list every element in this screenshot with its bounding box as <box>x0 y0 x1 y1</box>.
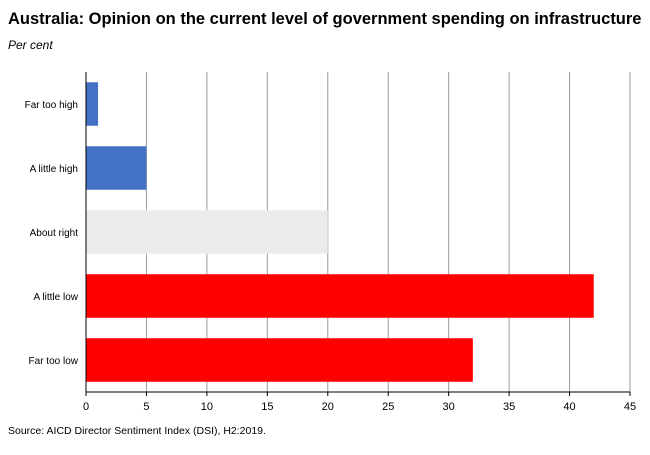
bars <box>86 82 594 382</box>
source-note: Source: AICD Director Sentiment Index (D… <box>8 425 266 437</box>
tick-labels: 0 5 10 15 20 25 30 35 40 45 <box>83 401 636 413</box>
x-tick-label: 35 <box>503 401 515 413</box>
x-tick-label: 0 <box>83 401 89 413</box>
category-label: Far too high <box>25 100 78 111</box>
bar-about-right <box>86 210 328 254</box>
chart-title: Australia: Opinion on the current level … <box>8 10 642 28</box>
x-tick-label: 25 <box>382 401 394 413</box>
x-tick-label: 5 <box>143 401 149 413</box>
x-tick-label: 45 <box>624 401 636 413</box>
category-label: A little low <box>34 292 79 303</box>
x-tick-label: 10 <box>201 401 213 413</box>
bar-a-little-low <box>86 274 594 318</box>
category-label: A little high <box>30 164 78 175</box>
category-label: About right <box>30 228 79 239</box>
x-tick-label: 30 <box>443 401 455 413</box>
bar-far-too-high <box>86 82 99 126</box>
chart-subtitle: Per cent <box>8 38 53 52</box>
x-tick-label: 20 <box>322 401 334 413</box>
x-tick-label: 15 <box>261 401 273 413</box>
category-label: Far too low <box>29 356 79 367</box>
category-labels: Far too high A little high About right A li… <box>25 100 79 367</box>
bar-far-too-low <box>86 338 473 382</box>
axes <box>85 72 631 396</box>
x-tick-label: 40 <box>563 401 575 413</box>
bar-a-little-high <box>86 146 147 190</box>
